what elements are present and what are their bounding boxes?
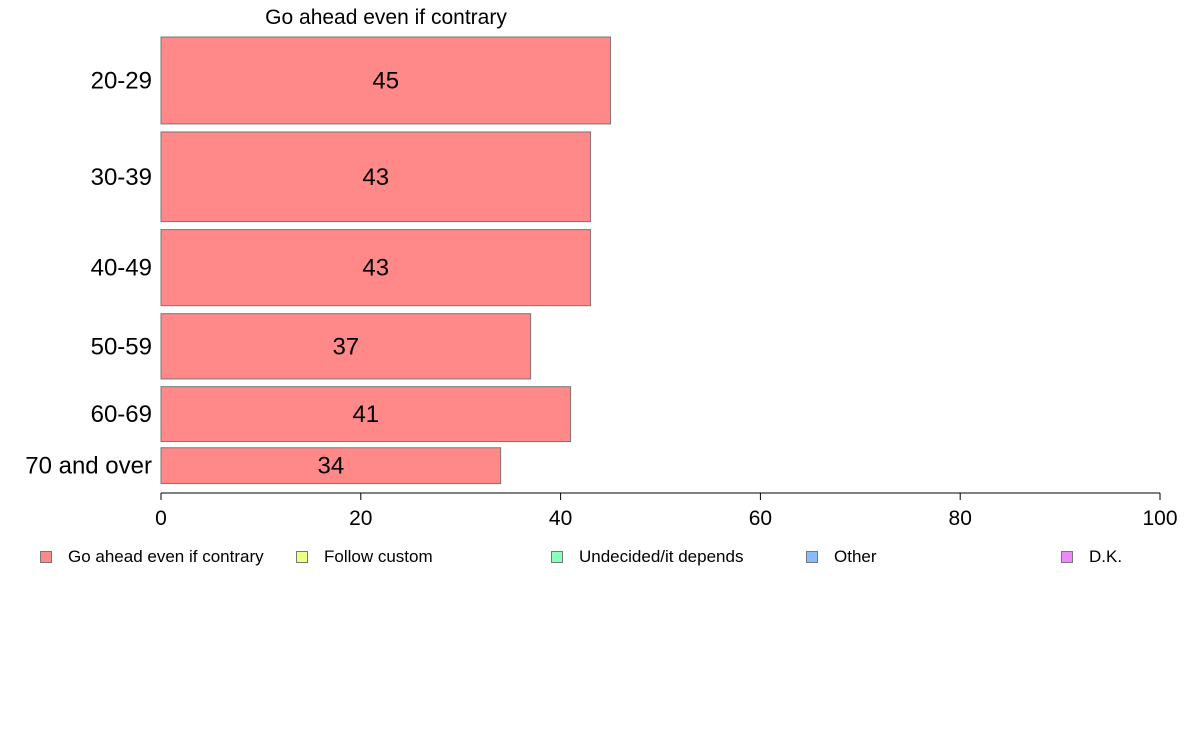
category-label: 50-59 bbox=[91, 333, 152, 360]
legend-item-undecided: Undecided/it depends bbox=[551, 546, 743, 568]
legend-swatch bbox=[296, 551, 308, 563]
legend-item-dk: D.K. bbox=[1061, 546, 1122, 568]
legend-label: Other bbox=[834, 547, 877, 566]
bar-value-label: 34 bbox=[317, 453, 344, 480]
chart-title: Go ahead even if contrary bbox=[265, 6, 507, 29]
bars-layer: 45 20-29 43 30-39 43 40-49 37 50-59 41 60-69 34 70 … bbox=[25, 36, 612, 485]
bar bbox=[160, 447, 502, 485]
legend-swatch bbox=[806, 551, 818, 563]
bar bbox=[160, 386, 572, 443]
x-tick-label: 0 bbox=[155, 507, 167, 530]
bar-value-label: 37 bbox=[332, 333, 359, 360]
legend-swatch bbox=[1061, 551, 1073, 563]
category-label: 40-49 bbox=[91, 255, 152, 282]
legend-item-go-ahead: Go ahead even if contrary bbox=[40, 546, 264, 568]
category-label: 20-29 bbox=[91, 67, 152, 94]
bar-value-label: 41 bbox=[352, 401, 379, 428]
bar-value-label: 43 bbox=[362, 255, 389, 282]
bar bbox=[160, 313, 532, 380]
bar bbox=[160, 229, 592, 307]
legend-item-other: Other bbox=[806, 546, 877, 568]
x-tick-label: 100 bbox=[1142, 507, 1177, 530]
legend-item-follow-custom: Follow custom bbox=[296, 546, 433, 568]
bar-value-label: 43 bbox=[362, 164, 389, 191]
x-tick-label: 20 bbox=[349, 507, 372, 530]
bar-value-label: 45 bbox=[372, 67, 399, 94]
x-tick-label: 80 bbox=[949, 507, 972, 530]
x-axis: 0 20 40 60 80 100 bbox=[155, 492, 1178, 530]
legend-swatch bbox=[551, 551, 563, 563]
bar bbox=[160, 131, 592, 223]
legend-label: Follow custom bbox=[324, 547, 433, 566]
category-label: 60-69 bbox=[91, 401, 152, 428]
x-tick-label: 60 bbox=[749, 507, 772, 530]
x-tick-label: 40 bbox=[549, 507, 572, 530]
category-label: 70 and over bbox=[25, 453, 152, 480]
legend-label: Go ahead even if contrary bbox=[68, 547, 264, 566]
category-label: 30-39 bbox=[91, 164, 152, 191]
bar bbox=[160, 36, 612, 125]
legend-label: Undecided/it depends bbox=[579, 547, 744, 566]
legend: Go ahead even if contrary Follow custom … bbox=[0, 546, 1188, 568]
legend-label: D.K. bbox=[1089, 547, 1123, 566]
legend-swatch bbox=[40, 551, 52, 563]
